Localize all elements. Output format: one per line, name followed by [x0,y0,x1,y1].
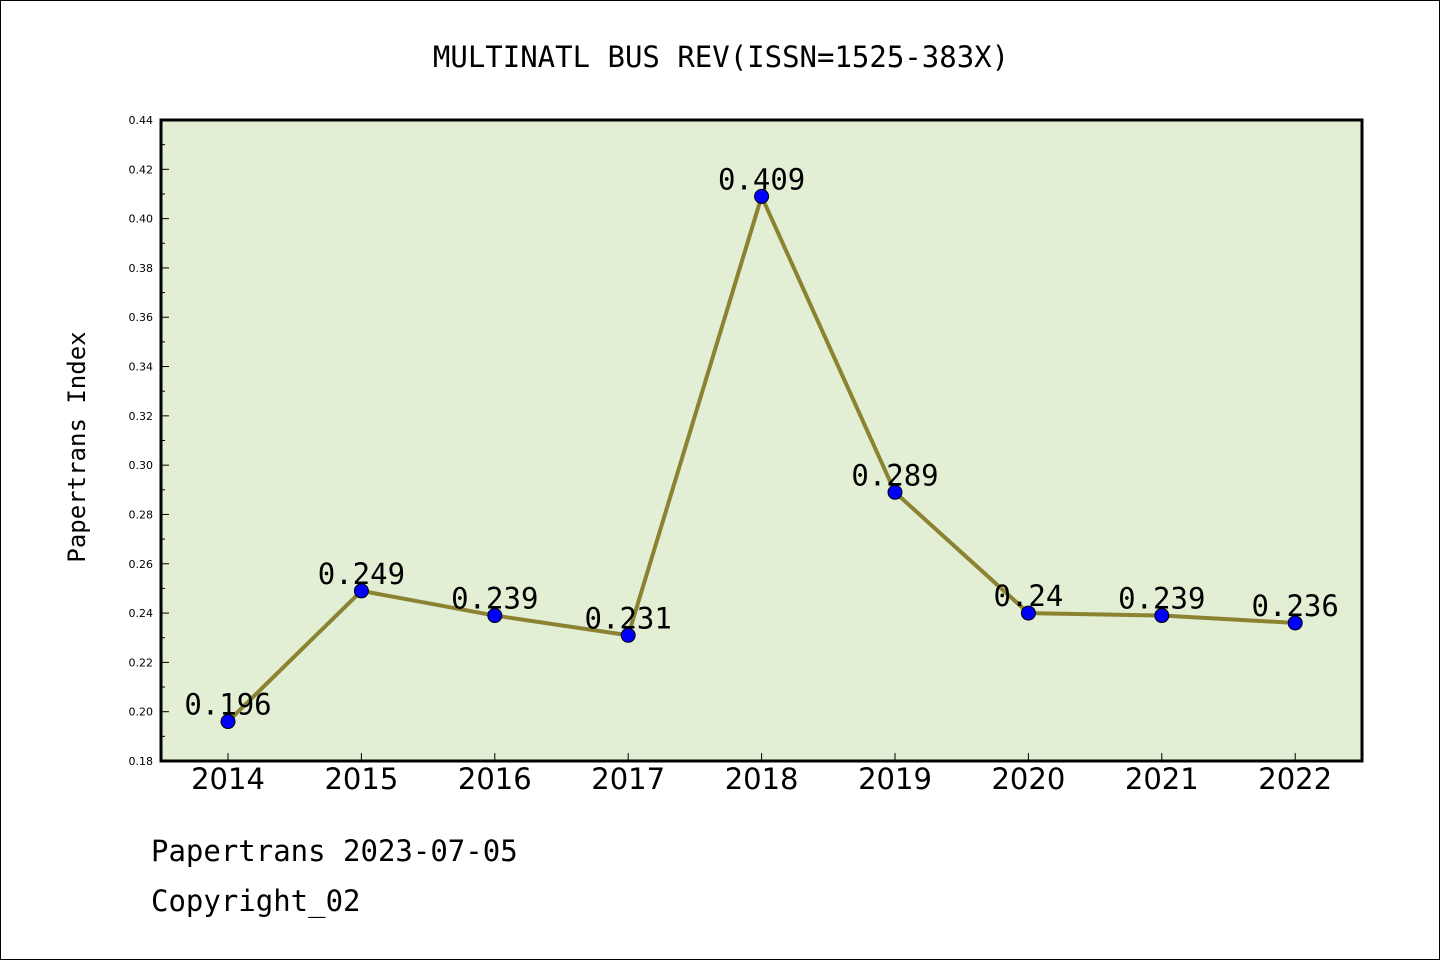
plot-area [161,120,1362,761]
x-tick-label: 2015 [324,762,398,796]
plot-frame [159,118,1364,763]
y-tick-label: 0.34 [129,361,154,374]
data-point [754,188,770,204]
data-point [220,714,236,730]
x-axis: 2014 2015 2016 2017 2018 2019 2020 2021 2022 [191,753,1332,796]
x-tick-label: 2016 [458,762,532,796]
footer-copyright: Copyright_02 [151,884,361,918]
y-tick-label: 0.28 [129,508,154,521]
data-label: 0.239 [1118,582,1205,616]
data-points [220,188,1303,730]
y-tick-label: 0.40 [129,213,154,226]
x-tick-label: 2018 [725,762,799,796]
data-label: 0.239 [451,582,538,616]
x-tick-label: 2019 [858,762,932,796]
data-point [353,583,369,599]
data-point [487,608,503,624]
y-tick-label: 0.42 [129,163,154,176]
data-point [1154,608,1170,624]
data-label: 0.231 [585,601,672,635]
chart-title: MULTINATL BUS REV(ISSN=1525-383X) [433,40,1009,74]
y-tick-label: 0.18 [129,755,154,768]
data-labels: 0.196 0.249 0.239 0.231 0.409 0.289 0.24 0.239 0… [184,162,1339,721]
x-tick-label: 2017 [591,762,665,796]
data-label: 0.289 [851,458,938,492]
x-tick-label: 2022 [1258,762,1332,796]
y-tick-label: 0.38 [129,262,154,275]
data-label: 0.249 [318,557,405,591]
y-tick-label: 0.20 [129,706,154,719]
data-label: 0.409 [718,162,805,196]
x-tick-label: 2021 [1125,762,1199,796]
y-axis: 0.18 0.20 0.22 0.24 0.26 0.28 0.30 0.32 0.34 0.36… [129,114,169,768]
x-tick-label: 2014 [191,762,265,796]
x-tick-label: 2020 [991,762,1065,796]
y-tick-label: 0.26 [129,558,154,571]
y-tick-label: 0.36 [129,311,154,324]
data-point [1287,615,1303,631]
data-label: 0.236 [1252,589,1339,623]
data-point [887,484,903,500]
y-tick-label: 0.24 [129,607,154,620]
y-axis-label: Papertrans Index [63,331,91,562]
data-label: 0.24 [993,579,1063,613]
data-point [620,627,636,643]
y-tick-label: 0.22 [129,656,154,669]
y-tick-label: 0.44 [129,114,154,127]
data-label: 0.196 [184,688,271,722]
y-tick-label: 0.30 [129,459,154,472]
y-tick-label: 0.32 [129,410,154,423]
data-point [1020,605,1036,621]
footer-date: Papertrans 2023-07-05 [151,834,518,868]
